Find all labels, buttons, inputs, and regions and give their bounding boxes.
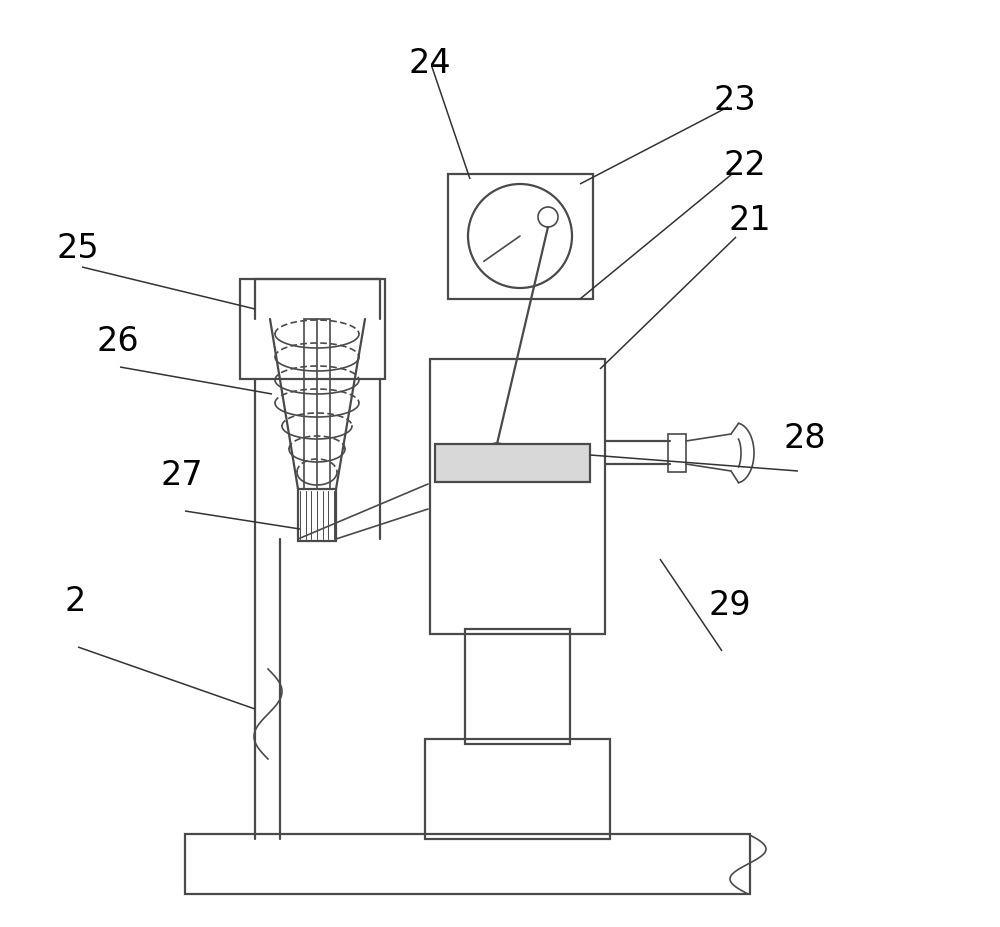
Text: 29: 29 xyxy=(709,588,751,621)
Bar xyxy=(304,320,330,489)
Text: 28: 28 xyxy=(784,421,826,454)
Text: 24: 24 xyxy=(409,46,451,80)
Text: 21: 21 xyxy=(729,204,771,237)
Text: 22: 22 xyxy=(724,148,766,182)
Bar xyxy=(448,175,593,299)
Text: 27: 27 xyxy=(161,458,203,491)
Text: 23: 23 xyxy=(714,83,756,117)
Text: 2: 2 xyxy=(64,584,86,617)
Bar xyxy=(668,435,686,473)
Bar xyxy=(425,739,610,839)
Text: 25: 25 xyxy=(57,232,99,265)
Text: 26: 26 xyxy=(97,324,139,358)
Bar xyxy=(435,445,590,482)
Bar xyxy=(240,280,385,379)
Bar xyxy=(185,834,750,894)
Bar xyxy=(430,360,605,634)
Bar xyxy=(465,629,570,744)
Bar xyxy=(298,489,336,541)
